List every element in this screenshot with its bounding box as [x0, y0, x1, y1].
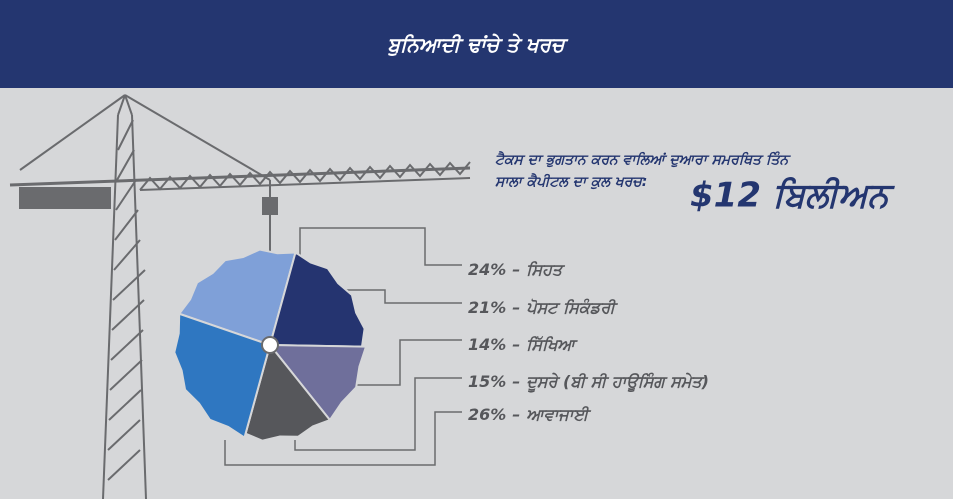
value-label: 24% [468, 260, 506, 279]
data-label: 14% – ਸਿੱਖਿਆ [468, 335, 578, 354]
pie [173, 248, 368, 442]
data-label: 15% – ਦੂਸਰੇ (ਬੀ ਸੀ ਹਾਊਸਿੰਗ ਸਮੇਤ) [468, 372, 709, 393]
crane [9, 94, 471, 499]
data-label: 21% – ਪੋਸਟ ਸਿਕੰਡਰੀ [468, 298, 618, 317]
value-label: 21% [468, 298, 506, 317]
category-label: ਦੂਸਰੇ (ਬੀ ਸੀ ਹਾਊਸਿੰਗ ਸਮੇਤ) [526, 372, 709, 393]
category-label: ਸਿੱਖਿਆ [526, 335, 578, 354]
total-label: $12 ਬਿਲੀਅਨ [690, 176, 895, 216]
value-label: 26% [468, 405, 506, 424]
header-bar [0, 0, 953, 88]
pie-slice [177, 248, 297, 347]
subtitle: ਟੈਕਸ ਦਾ ਭੁਗਤਾਨ ਕਰਨ ਵਾਲਿਆਂ ਦੁਆਰਾ ਸਮਰਥਿਤ ਤ… [495, 151, 791, 190]
value-label: 14% [468, 335, 506, 354]
category-label: ਸਿਹਤ [526, 260, 566, 279]
separator: – [512, 260, 520, 279]
pie-slice [244, 342, 332, 442]
data-label: 24% – ਸਿਹਤ [468, 260, 566, 279]
header-title: ਬੁਨਿਆਦੀ ਢਾਂਚੇ ਤੇ ਖਰਚ [388, 33, 569, 57]
leader-lines [224, 227, 462, 466]
category-label: ਪੋਸਟ ਸਿਕੰਡਰੀ [526, 298, 618, 317]
separator: – [512, 405, 520, 424]
pie-slice [268, 250, 366, 348]
hub [261, 336, 279, 354]
data-label: 26% – ਆਵਾਜਾਈ [468, 405, 591, 424]
separator: – [512, 298, 520, 317]
value-label: 15% [468, 372, 506, 391]
pie-slice [173, 312, 272, 440]
separator: – [512, 335, 520, 354]
separator: – [512, 372, 520, 391]
category-label: ਆਵਾਜਾਈ [526, 405, 591, 424]
